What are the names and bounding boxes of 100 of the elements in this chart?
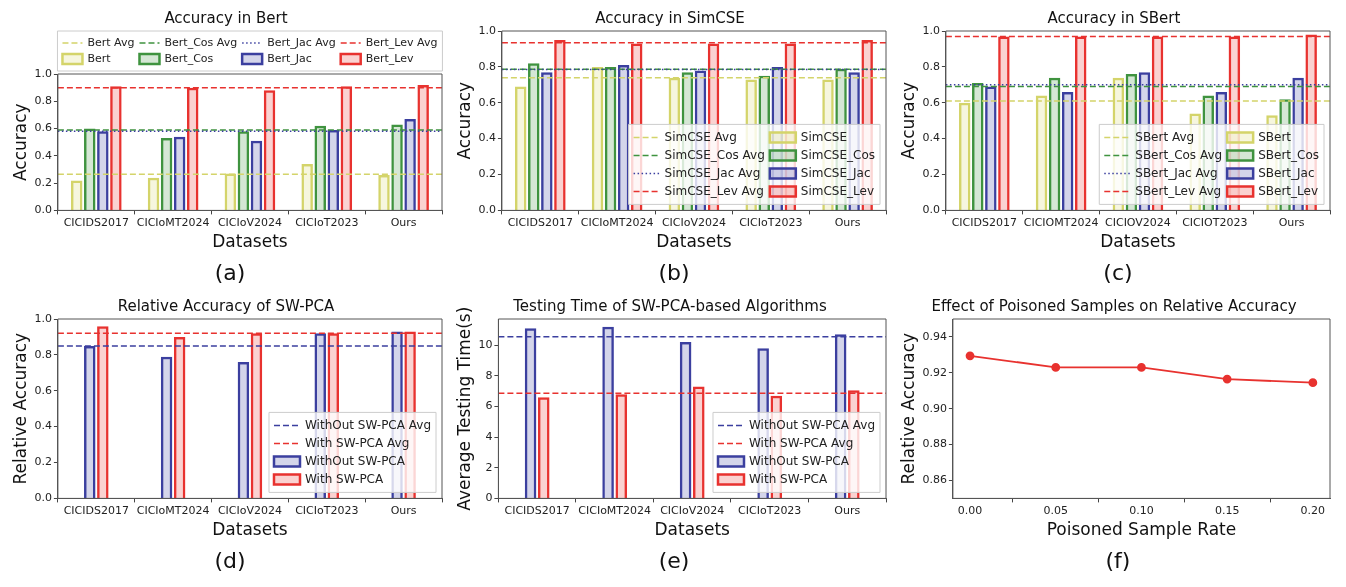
legend-label: Bert: [87, 51, 112, 65]
x-tick-label: Ours: [390, 503, 417, 517]
legend-label: With SW-PCA Avg: [304, 435, 410, 450]
bar: [173, 336, 186, 498]
legend-label: SBert_Lev Avg: [1135, 183, 1222, 198]
legend-label: WithOut SW-PCA: [304, 453, 406, 468]
legend-label: Bert_Lev Avg: [365, 35, 438, 49]
y-tick-label: 0.4: [922, 131, 940, 145]
y-tick-label: 0.0: [34, 203, 52, 217]
legend-label: WithOut SW-PCA: [748, 453, 850, 468]
bar: [173, 136, 186, 210]
bar: [160, 356, 173, 498]
legend-label: SBert_Cos Avg: [1135, 147, 1223, 162]
bar: [160, 138, 173, 210]
x-tick-label: CICIoT2023: [738, 503, 802, 517]
chart-title: Accuracy in Bert: [164, 8, 288, 27]
y-tick-label: 8: [485, 368, 493, 382]
x-tick-label: CICIDS2017: [951, 215, 1017, 229]
bar: [514, 86, 527, 210]
chart-title: Relative Accuracy of SW-PCA: [117, 296, 336, 315]
y-tick-label: 0: [485, 491, 493, 505]
legend-label: SBert_Jac: [1258, 165, 1315, 180]
chart-title: Accuracy in SBert: [1047, 8, 1181, 27]
legend-label: Bert Avg: [87, 35, 135, 49]
y-axis-title: Accuracy: [453, 81, 474, 160]
x-tick-label: CICIoV2024: [217, 503, 282, 517]
legend-label: Bert_Lev: [365, 51, 415, 65]
x-tick-label: CICIDS2017: [63, 503, 129, 517]
y-tick-label: 0.4: [34, 148, 52, 162]
x-tick-label: Ours: [390, 215, 417, 229]
legend-label: SimCSE_Jac: [800, 165, 871, 180]
x-tick-label: CICIoT2023: [295, 215, 359, 229]
y-tick-label: 0.0: [478, 203, 496, 217]
y-tick-label: 0.2: [922, 167, 940, 181]
legend-label: SimCSE_Jac Avg: [664, 165, 761, 180]
y-tick-label: 0.8: [34, 347, 52, 361]
bar: [250, 140, 263, 210]
x-axis-title: Datasets: [1100, 231, 1176, 252]
legend-label: Bert_Jac: [267, 51, 312, 65]
legend-label: Bert_Jac Avg: [267, 35, 336, 49]
legend-label: SBert: [1258, 129, 1292, 144]
x-axis-title: Datasets: [212, 519, 288, 540]
y-tick-label: 1.0: [34, 311, 52, 325]
point: [1222, 374, 1232, 384]
chart-title: Effect of Poisoned Samples on Relative Accuracy: [931, 296, 1297, 315]
y-tick-label: 10: [478, 337, 493, 351]
legend-label: Bert_Cos: [164, 51, 214, 65]
x-tick-label: CICIDS2017: [504, 503, 570, 517]
y-tick-label: 1.0: [34, 66, 52, 80]
y-tick-label: 0.6: [922, 95, 940, 109]
x-tick-label: CICIOV2024: [1105, 215, 1171, 229]
bar: [70, 180, 83, 210]
legend-label: SimCSE_Lev Avg: [664, 183, 764, 198]
legend-label: Bert_Cos Avg: [164, 35, 238, 49]
y-tick-label: 0.0: [922, 203, 940, 217]
y-tick-label: 1.0: [478, 23, 496, 37]
x-tick-label: Ours: [834, 503, 861, 517]
legend-label: With SW-PCA Avg: [748, 435, 854, 450]
point: [1308, 378, 1318, 388]
y-axis-title: Relative Accuracy: [9, 332, 30, 485]
x-tick-label: 0.00: [957, 503, 983, 517]
x-tick-label: 0.10: [1129, 503, 1154, 517]
x-tick-label: CICIoV2024: [217, 215, 282, 229]
y-tick-label: 0.6: [34, 121, 52, 135]
bar: [541, 72, 553, 210]
x-tick-label: 0.05: [1043, 503, 1068, 517]
legend-label: SBert Avg: [1135, 129, 1195, 144]
legend-label: SBert_Jac Avg: [1135, 165, 1218, 180]
legend-label: WithOut SW-PCA Avg: [304, 417, 432, 432]
text: (c): [1103, 260, 1133, 285]
x-tick-label: Ours: [834, 215, 861, 229]
text: (b): [658, 260, 690, 285]
legend-label: SBert_Cos: [1258, 147, 1319, 162]
y-tick-label: 0.2: [34, 455, 52, 469]
x-tick-label: CICIoV2024: [661, 215, 726, 229]
y-tick-label: 0.6: [478, 95, 496, 109]
y-tick-label: 6: [485, 399, 493, 413]
x-axis-title: Datasets: [654, 519, 731, 540]
x-tick-label: CICIoT2023: [295, 503, 359, 517]
y-tick-label: 2: [485, 460, 493, 474]
y-tick-label: 0.6: [34, 383, 52, 397]
point: [965, 351, 975, 361]
y-axis-title: Accuracy: [897, 81, 918, 160]
legend-label: SimCSE: [800, 129, 848, 144]
x-tick-label: CICIoV2024: [660, 503, 725, 517]
bar: [147, 177, 160, 210]
legend-label: With SW-PCA: [304, 471, 384, 486]
legend-label: SimCSE Avg: [664, 129, 737, 144]
text: (d): [214, 548, 246, 573]
x-axis-title: Datasets: [212, 231, 288, 252]
legend-label: SimCSE_Cos Avg: [664, 147, 765, 162]
text: (e): [658, 548, 690, 573]
bar: [537, 397, 550, 498]
y-tick-label: 0.4: [34, 419, 52, 433]
y-tick-label: 1.0: [922, 23, 940, 37]
x-axis-title: Datasets: [656, 231, 732, 252]
point: [1137, 363, 1146, 372]
y-tick-label: 0.86: [922, 473, 947, 487]
y-axis-title: Average Testing Time(s): [453, 306, 474, 511]
x-tick-label: CICIOT2023: [1182, 215, 1248, 229]
